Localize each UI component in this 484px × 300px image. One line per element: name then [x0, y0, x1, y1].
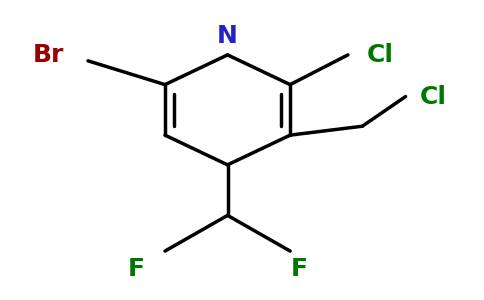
Text: Br: Br [32, 43, 64, 67]
Text: Cl: Cl [420, 85, 447, 109]
Text: Cl: Cl [367, 43, 394, 67]
Text: F: F [291, 257, 308, 281]
Text: N: N [217, 24, 238, 48]
Text: F: F [128, 257, 145, 281]
